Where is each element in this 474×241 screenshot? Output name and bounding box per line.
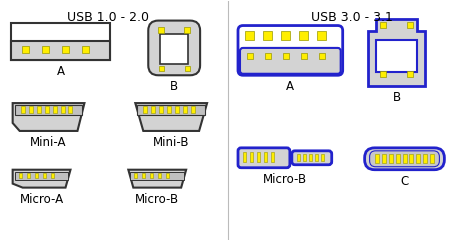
Bar: [159, 66, 164, 71]
Bar: [184, 27, 190, 33]
Text: Mini-B: Mini-B: [153, 136, 190, 149]
Bar: [151, 106, 155, 113]
Bar: [11, 23, 110, 60]
Bar: [402, 154, 407, 163]
Bar: [408, 71, 413, 77]
Bar: [321, 154, 324, 161]
Bar: [423, 154, 428, 163]
Bar: [301, 54, 307, 59]
Bar: [183, 106, 187, 113]
Text: USB 1.0 - 2.0: USB 1.0 - 2.0: [67, 11, 149, 24]
FancyBboxPatch shape: [238, 26, 343, 75]
Text: Micro-B: Micro-B: [135, 193, 179, 206]
Bar: [69, 106, 73, 113]
Bar: [299, 31, 308, 40]
Bar: [42, 46, 49, 53]
Bar: [134, 173, 137, 178]
Bar: [375, 40, 418, 72]
Polygon shape: [135, 103, 207, 131]
Bar: [430, 154, 434, 163]
Bar: [309, 154, 312, 161]
Polygon shape: [368, 19, 426, 86]
Bar: [45, 106, 48, 113]
Bar: [130, 172, 184, 180]
Bar: [303, 154, 306, 161]
FancyBboxPatch shape: [240, 48, 341, 74]
Bar: [264, 31, 273, 40]
Bar: [167, 106, 171, 113]
Bar: [15, 105, 82, 115]
Bar: [150, 173, 153, 178]
Text: B: B: [170, 80, 178, 93]
Bar: [257, 152, 260, 162]
Polygon shape: [13, 170, 71, 187]
Bar: [36, 106, 41, 113]
FancyBboxPatch shape: [370, 151, 439, 167]
Bar: [243, 152, 246, 162]
FancyBboxPatch shape: [292, 151, 332, 165]
Bar: [264, 152, 267, 162]
FancyBboxPatch shape: [238, 148, 290, 168]
Text: C: C: [401, 175, 409, 188]
Bar: [82, 46, 89, 53]
Text: A: A: [56, 65, 64, 78]
Bar: [246, 31, 255, 40]
Bar: [22, 46, 29, 53]
Bar: [160, 34, 188, 64]
Bar: [297, 154, 300, 161]
Bar: [389, 154, 392, 163]
Bar: [250, 152, 253, 162]
Bar: [317, 31, 326, 40]
Bar: [61, 106, 64, 113]
Bar: [166, 173, 169, 178]
Bar: [159, 106, 163, 113]
Bar: [137, 105, 205, 115]
Bar: [43, 173, 46, 178]
Bar: [380, 71, 385, 77]
Bar: [417, 154, 420, 163]
Bar: [143, 106, 147, 113]
Bar: [185, 66, 190, 71]
Bar: [35, 173, 37, 178]
Text: Micro-A: Micro-A: [19, 193, 64, 206]
Bar: [11, 41, 110, 60]
Bar: [408, 22, 413, 27]
Bar: [27, 173, 29, 178]
Text: Micro-B: Micro-B: [263, 173, 307, 186]
Text: A: A: [286, 80, 294, 93]
Bar: [247, 54, 253, 59]
Bar: [15, 172, 69, 180]
Bar: [28, 106, 33, 113]
Bar: [158, 173, 161, 178]
Bar: [271, 152, 274, 162]
Bar: [319, 54, 325, 59]
Bar: [265, 54, 271, 59]
Bar: [51, 173, 54, 178]
Bar: [175, 106, 179, 113]
Bar: [18, 173, 22, 178]
Bar: [282, 31, 291, 40]
Bar: [382, 154, 385, 163]
Bar: [53, 106, 56, 113]
Polygon shape: [13, 103, 84, 131]
FancyBboxPatch shape: [148, 20, 200, 75]
Text: B: B: [392, 91, 401, 104]
Text: Mini-A: Mini-A: [30, 136, 67, 149]
Bar: [158, 27, 164, 33]
Bar: [191, 106, 195, 113]
Polygon shape: [128, 170, 186, 187]
Bar: [374, 154, 379, 163]
Bar: [21, 106, 25, 113]
Bar: [62, 46, 69, 53]
Bar: [410, 154, 413, 163]
Bar: [380, 22, 385, 27]
Bar: [315, 154, 318, 161]
FancyBboxPatch shape: [365, 148, 445, 170]
Bar: [395, 154, 400, 163]
Bar: [283, 54, 289, 59]
Bar: [142, 173, 145, 178]
Text: USB 3.0 - 3.1: USB 3.0 - 3.1: [311, 11, 392, 24]
